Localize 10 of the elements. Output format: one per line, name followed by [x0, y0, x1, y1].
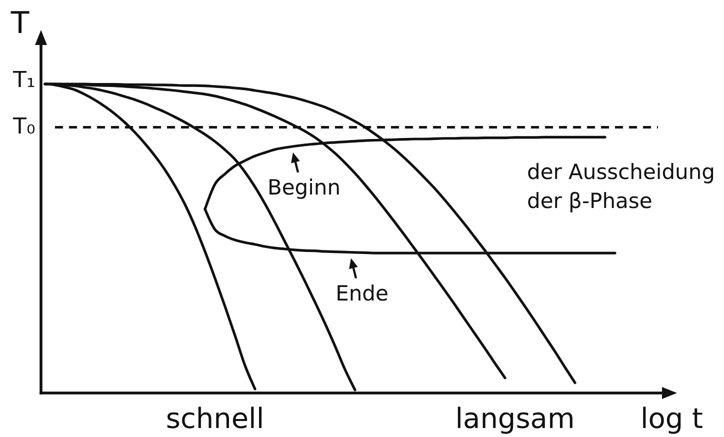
x-tick-label: langsam [455, 402, 575, 435]
x-tick-label: schnell [166, 402, 264, 435]
legend-label: Beginn [267, 175, 341, 200]
text: T₁ [12, 68, 36, 93]
annotation: der β-Phase [527, 189, 652, 213]
annotation: der Ausscheidung [527, 160, 716, 184]
ref-line-label: T₀ [12, 114, 36, 140]
legend-label: Ende [336, 281, 388, 306]
y-axis-title: T [10, 6, 30, 41]
x-axis-title: log t [640, 402, 704, 435]
